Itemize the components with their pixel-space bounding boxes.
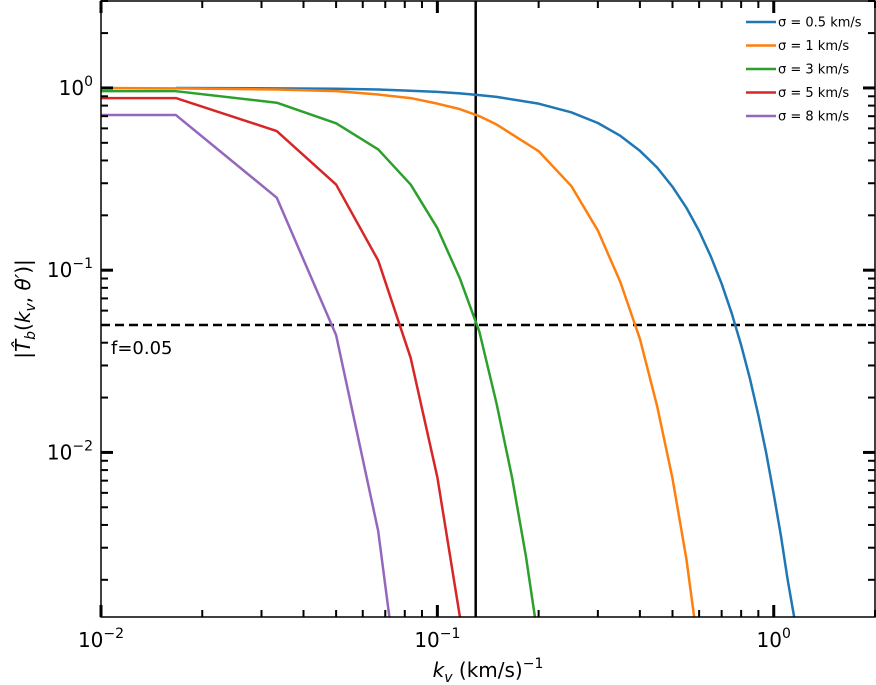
legend-label-sigma-0.5: σ = 0.5 km/s [778,16,862,31]
series-line-sigma-5 [101,96,462,617]
x-tick-label: 10−2 [78,626,124,652]
legend-label-sigma-1: σ = 1 km/s [778,39,849,54]
x-axis-label: kv (km/s)−1 [433,656,544,685]
axis-ticks [99,0,876,617]
legend: σ = 0.5 km/s σ = 1 km/s σ = 3 km/s σ = 5 km… [746,16,862,125]
y-tick-label: 10−1 [47,256,93,282]
legend-label-sigma-8: σ = 8 km/s [778,110,849,125]
x-tick-label: 10−1 [414,626,460,652]
plot-frame [100,0,876,618]
series-lines [101,86,796,617]
legend-label-sigma-3: σ = 3 km/s [778,63,849,78]
y-tick-label: 100 [59,74,93,100]
threshold-label: f=0.05 [111,338,173,359]
x-tick-label: 100 [757,626,791,652]
series-line-sigma-8 [101,113,391,617]
y-tick-label: 10−2 [47,438,93,464]
series-line-sigma-1 [101,86,696,617]
plot-border [100,0,876,618]
series-line-sigma-0.5 [175,86,796,617]
series-line-sigma-3 [101,89,537,617]
axis-labels: 10−2 10−1 100 10−2 10−1 100 kv (km/s)−1 |T̂b(kv… [11,74,791,685]
reference-lines: f=0.05 [101,1,875,617]
y-axis-label: |T̂b(kv, θ′)| [11,259,39,359]
legend-label-sigma-5: σ = 5 km/s [778,86,849,101]
